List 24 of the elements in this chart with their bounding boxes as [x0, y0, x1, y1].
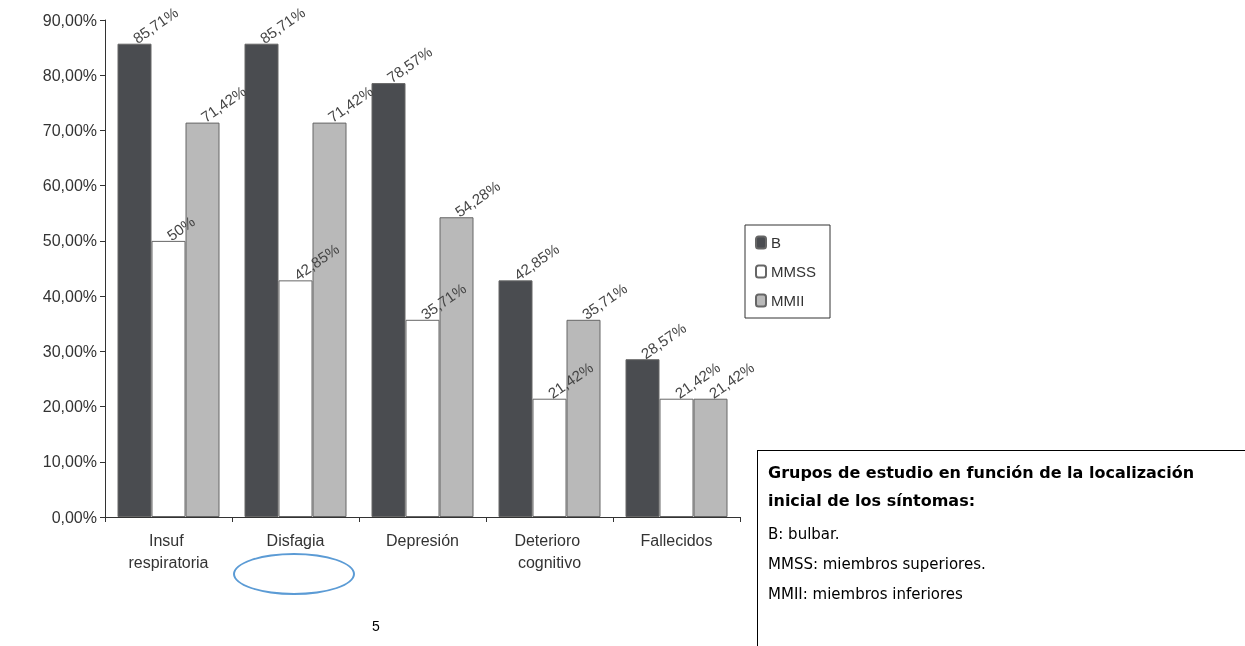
text: Grupos de estudio en función de la localización inicial de los síntomas:	[768, 462, 1196, 512]
text: 5	[372, 618, 380, 634]
text: MMII: miembros inferiores	[768, 585, 964, 603]
data-label: 50%	[163, 212, 198, 244]
y-tick-label: 30,00%	[42, 342, 97, 360]
x-tick-label: Fallecidos	[640, 531, 713, 549]
y-tick-label: 70,00%	[42, 121, 97, 139]
text: MMSS: miembros superiores.	[768, 555, 987, 573]
y-tick-label: 40,00%	[42, 287, 97, 305]
y-tick-label: 0,00%	[51, 508, 97, 526]
legend-label: B	[771, 234, 782, 251]
legend-label: MMII	[771, 292, 805, 309]
y-tick-label: 50,00%	[42, 232, 97, 250]
y-tick-label: 90,00%	[42, 11, 97, 29]
x-tick-label: Deterioro cognitivo	[514, 531, 585, 571]
x-tick-label: Depresión	[386, 531, 459, 549]
y-tick-label: 80,00%	[42, 66, 97, 84]
text: B: bulbar.	[768, 525, 841, 543]
legend-label: MMSS	[771, 263, 816, 280]
x-tick-label: Insuf respiratoria	[128, 531, 209, 571]
y-tick-label: 60,00%	[42, 177, 97, 195]
x-tick-label: Disfagia	[266, 531, 325, 549]
y-tick-label: 20,00%	[42, 398, 97, 416]
y-tick-label: 10,00%	[42, 453, 97, 471]
